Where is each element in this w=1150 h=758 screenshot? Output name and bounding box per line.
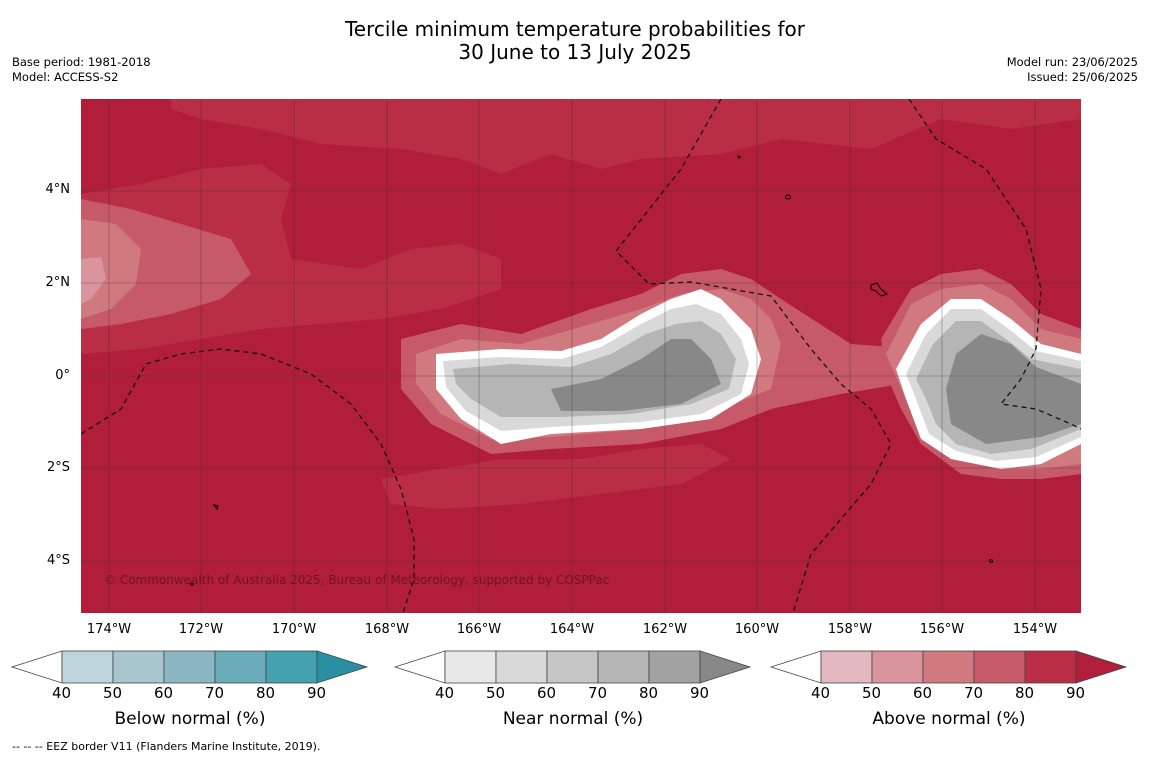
lon-label-166w: 166°W — [456, 622, 502, 637]
map-title: Tercile minimum temperature probabilitie… — [0, 18, 1150, 64]
title-line-1: Tercile minimum temperature probabilitie… — [344, 17, 806, 41]
above-tick-80: 80 — [1015, 684, 1035, 702]
base-period: Base period: 1981-2018 — [12, 55, 151, 69]
island-north — [785, 194, 791, 200]
colorbar-near-bin-3 — [546, 650, 599, 684]
lat-label-0: 0° — [55, 368, 70, 383]
above-normal-40-patch-west — [81, 257, 106, 304]
colorbar-below-bin-4 — [214, 650, 267, 684]
colorbar-above-bin-5 — [1024, 650, 1077, 684]
near-normal-70 — [551, 339, 721, 411]
meta-right: Model run: 23/06/2025 Issued: 25/06/2025 — [1007, 55, 1138, 85]
colorbar-above-normal — [769, 650, 1128, 684]
above-tick-50: 50 — [862, 684, 882, 702]
model-name: Model: ACCESS-S2 — [12, 70, 119, 84]
colorbar-below-bin-3 — [163, 650, 216, 684]
lat-label-4s: 4°S — [46, 553, 70, 568]
lon-label-172w: 172°W — [178, 622, 224, 637]
colorbar-near-bin-2 — [495, 650, 548, 684]
near-tick-40: 40 — [435, 684, 455, 702]
below-tick-40: 40 — [52, 684, 72, 702]
lon-label-154w: 154°W — [1012, 622, 1058, 637]
near-tick-60: 60 — [537, 684, 557, 702]
eez-footnote: -- -- -- EEZ border V11 (Flanders Marine… — [12, 740, 321, 753]
lon-label-170w: 170°W — [271, 622, 317, 637]
near-tick-70: 70 — [588, 684, 608, 702]
colorbar-near-bin-5 — [648, 650, 701, 684]
above-tick-90: 90 — [1066, 684, 1086, 702]
colorbar-below-bin-2 — [112, 650, 165, 684]
above-normal-50-patch-west — [81, 219, 141, 319]
colorbar-near-bin-4 — [597, 650, 650, 684]
colorbar-near-under — [393, 650, 446, 684]
colorbar-below-bin-5 — [265, 650, 318, 684]
colorbar-above-under — [769, 650, 822, 684]
above-normal-70-band-north — [171, 99, 1081, 174]
colorbar-near-over — [699, 650, 752, 684]
colorbar-below-normal — [10, 650, 369, 684]
colorbar-near-normal — [393, 650, 752, 684]
colorbar-above-bin-3 — [922, 650, 975, 684]
near-colorbar-title: Near normal (%) — [502, 709, 644, 729]
eez-border-west — [81, 348, 415, 613]
island-kiritimati — [870, 282, 889, 297]
colorbars — [10, 650, 1128, 684]
lon-label-162w: 162°W — [642, 622, 688, 637]
above-tick-70: 70 — [964, 684, 984, 702]
below-tick-90: 90 — [307, 684, 327, 702]
colorbar-above-over — [1075, 650, 1128, 684]
lon-label-168w: 168°W — [364, 622, 410, 637]
title-line-2: 30 June to 13 July 2025 — [458, 40, 692, 64]
lon-label-156w: 156°W — [919, 622, 965, 637]
copyright-text: © Commonwealth of Australia 2025, Bureau… — [104, 573, 609, 587]
island-small-2 — [737, 155, 741, 159]
lon-label-160w: 160°W — [734, 622, 780, 637]
near-tick-50: 50 — [486, 684, 506, 702]
island-small-1 — [212, 504, 219, 511]
above-tick-60: 60 — [913, 684, 933, 702]
issued-date: Issued: 25/06/2025 — [1027, 70, 1138, 84]
below-colorbar-title: Below normal (%) — [114, 709, 266, 729]
eez-border-east — [908, 99, 1081, 430]
colorbar-below-over — [316, 650, 369, 684]
eez-border-central — [615, 99, 892, 613]
colorbar-below-under — [10, 650, 63, 684]
lat-label-4n: 4°N — [45, 182, 71, 197]
lat-label-2s: 2°S — [46, 460, 70, 475]
eez-borders — [81, 99, 1081, 613]
colorbar-near-bin-1 — [444, 650, 497, 684]
above-colorbar-title: Above normal (%) — [872, 709, 1026, 729]
lon-label-164w: 164°W — [549, 622, 595, 637]
below-tick-80: 80 — [256, 684, 276, 702]
lon-label-158w: 158°W — [827, 622, 873, 637]
colorbar-above-bin-2 — [871, 650, 924, 684]
lat-label-2n: 2°N — [45, 275, 71, 290]
above-normal-70-band-south — [381, 444, 731, 509]
below-tick-60: 60 — [154, 684, 174, 702]
model-run: Model run: 23/06/2025 — [1006, 55, 1138, 69]
probability-map: © Commonwealth of Australia 2025, Bureau… — [81, 99, 1081, 613]
island-small-4 — [190, 582, 194, 586]
near-tick-90: 90 — [690, 684, 710, 702]
meta-left: Base period: 1981-2018 Model: ACCESS-S2 — [12, 55, 151, 85]
below-tick-50: 50 — [103, 684, 123, 702]
graticule — [81, 99, 1081, 613]
above-tick-40: 40 — [811, 684, 831, 702]
below-tick-70: 70 — [205, 684, 225, 702]
lon-label-174w: 174°W — [86, 622, 132, 637]
island-small-3 — [989, 559, 993, 563]
islands — [190, 155, 993, 586]
colorbar-above-bin-4 — [973, 650, 1026, 684]
colorbar-above-bin-1 — [820, 650, 873, 684]
colorbar-below-bin-1 — [61, 650, 114, 684]
near-tick-80: 80 — [639, 684, 659, 702]
